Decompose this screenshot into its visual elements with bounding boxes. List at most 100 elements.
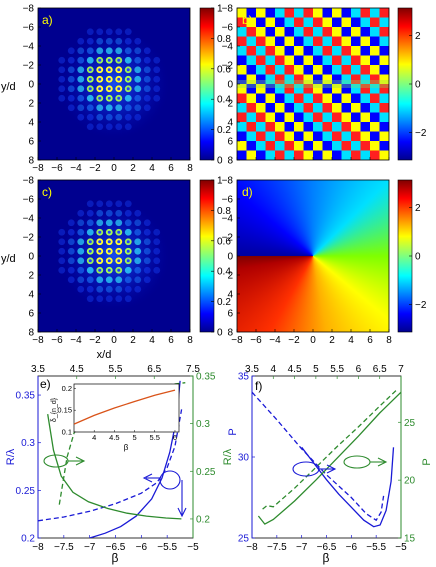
panel-e-top-xtick-label: 5.5: [109, 364, 123, 375]
panel-a-spot: [96, 113, 104, 121]
panel-b-cell: [341, 17, 352, 28]
panel-b-cell: [294, 103, 304, 113]
panel-b-cell: [275, 74, 285, 85]
panel-a-spot-core: [117, 77, 121, 81]
panel-d-colorbar-label: 0: [415, 252, 421, 263]
panel-b-cell: [256, 27, 266, 37]
panel-d-xtick-label: −4: [269, 335, 281, 346]
panel-a-xtick-label: 6: [168, 163, 174, 174]
panel-d: d) −8 −8 −6 −6 −4 −4 −2 −2 0 0 2 2 4 4 6 6 8 8 −2 0 2: [222, 176, 427, 347]
panel-c-spot-core: [117, 240, 121, 244]
panel-b: b) −8 −6 −4 −2 0 2 4 6 8 −2 0 2: [222, 4, 427, 167]
panel-b-cell: [341, 122, 352, 132]
panel-e-inset-frame: [73, 383, 180, 433]
panel-c-spot: [153, 257, 161, 265]
panel-b-cell: [303, 150, 314, 160]
panel-b-cell: [370, 122, 380, 132]
panel-f-ticks: −8 −7.5 −7 −6.5 −6 −5.5 −5 3.5 4 4.5 5 5.5 6 6.5 7 25 30…: [238, 364, 416, 553]
panel-a-spot: [67, 56, 75, 64]
panel-b-cell: [256, 141, 266, 151]
panel-a-spot: [86, 123, 94, 131]
panel-b-cell: [246, 103, 257, 113]
panel-c-spot: [143, 219, 151, 227]
panel-e-inset: 4 4.5 5 5.5 6 0.1 0.15 0.2 δ_{n_d} β: [51, 383, 180, 452]
panel-b-cell: [256, 65, 266, 75]
panel-c-spot: [86, 209, 94, 217]
panel-b-cell: [360, 131, 371, 142]
panel-b-cell: [303, 55, 314, 66]
panel-a-spot: [105, 37, 113, 45]
panel-a-spot: [86, 113, 94, 121]
panel-f-ytick-left-label: 25: [238, 534, 250, 545]
panel-b-cell: [246, 150, 257, 160]
panel-b-ytick-label: 8: [227, 156, 233, 167]
panel-c-ytick-label: −2: [23, 233, 35, 244]
panel-b-cell: [284, 65, 295, 75]
panel-a-spot: [105, 123, 113, 131]
panel-c-spot: [153, 238, 161, 246]
panel-b-cell: [332, 55, 342, 66]
panel-b-cell: [379, 141, 389, 151]
panel-a-spot: [143, 66, 151, 74]
panel-b-cell: [332, 74, 342, 85]
panel-b-cell: [370, 17, 380, 28]
panel-b-cell: [284, 55, 295, 66]
panel-a-spot-core: [117, 58, 121, 62]
panel-c-xtick-label: −8: [32, 335, 44, 346]
panel-a-spot: [143, 47, 151, 55]
panel-b-cell: [379, 8, 389, 18]
panel-b-cell: [265, 84, 276, 94]
panel-c-spot: [67, 276, 75, 284]
panel-a-spot: [124, 94, 132, 102]
panel-b-cell: [332, 46, 342, 56]
panel-b-cell: [322, 36, 333, 47]
panel-c-colorbar-ticks: 0 0.2 0.4 0.6 0.8 1: [211, 176, 231, 339]
panel-a-spot: [115, 28, 123, 36]
panel-b-cell: [370, 84, 380, 94]
panel-b-cell: [246, 46, 257, 56]
panel-b-cell: [351, 131, 361, 142]
panel-a-spot: [67, 104, 75, 112]
panel-b-cell: [275, 17, 285, 28]
panel-c-spot: [115, 200, 123, 208]
panel-a-spot: [124, 47, 132, 55]
panel-b-cell: [341, 65, 352, 75]
panel-b-cell: [351, 93, 361, 104]
panel-a-spot: [58, 94, 66, 102]
panel-b-cell: [332, 93, 342, 104]
panel-b-cell: [351, 112, 361, 123]
panel-a-colorbar: [199, 7, 215, 161]
panel-b-cell: [379, 112, 389, 123]
panel-f-top-xtick-label: 6.5: [373, 364, 387, 375]
panel-a-ytick-label: 4: [28, 118, 34, 129]
panel-a-spot: [58, 56, 66, 64]
panel-a-spot: [115, 104, 123, 112]
panel-c-spot: [105, 200, 113, 208]
panel-b-cell: [370, 27, 380, 37]
panel-b-cell: [303, 122, 314, 132]
panel-f-xtick-label: −8: [246, 542, 258, 553]
panel-a-spot-core: [107, 96, 111, 100]
panel-b-cell: [275, 150, 285, 160]
panel-b-cell: [313, 112, 323, 123]
panel-a-xtick-label: 0: [111, 163, 117, 174]
panel-b-cell: [275, 36, 285, 47]
panel-b-cell: [237, 103, 247, 113]
panel-b-cell: [237, 150, 247, 160]
panel-b-cell: [313, 93, 323, 104]
panel-b-cell: [284, 84, 295, 94]
panel-d-ytick-label: −4: [222, 214, 234, 225]
panel-c-xtick-label: 4: [149, 335, 155, 346]
panel-b-cell: [294, 112, 304, 123]
panel-f: −8 −7.5 −7 −6.5 −6 −5.5 −5 3.5 4 4.5 5 5.5 6 6.5 7 25 30…: [227, 364, 433, 565]
panel-b-cell: [341, 55, 352, 66]
panel-a-spot: [115, 47, 123, 55]
panel-a-spot: [105, 104, 113, 112]
panel-e-inset-ytick-label: 0.1: [62, 428, 72, 437]
panel-b-cell: [246, 17, 257, 28]
panel-e-ytick-right-label: 0.35: [196, 372, 216, 383]
panel-c-spot: [86, 219, 94, 227]
panel-b-cell: [256, 103, 266, 113]
panel-b-cell: [322, 8, 333, 18]
panel-a-spot-core: [88, 77, 92, 81]
